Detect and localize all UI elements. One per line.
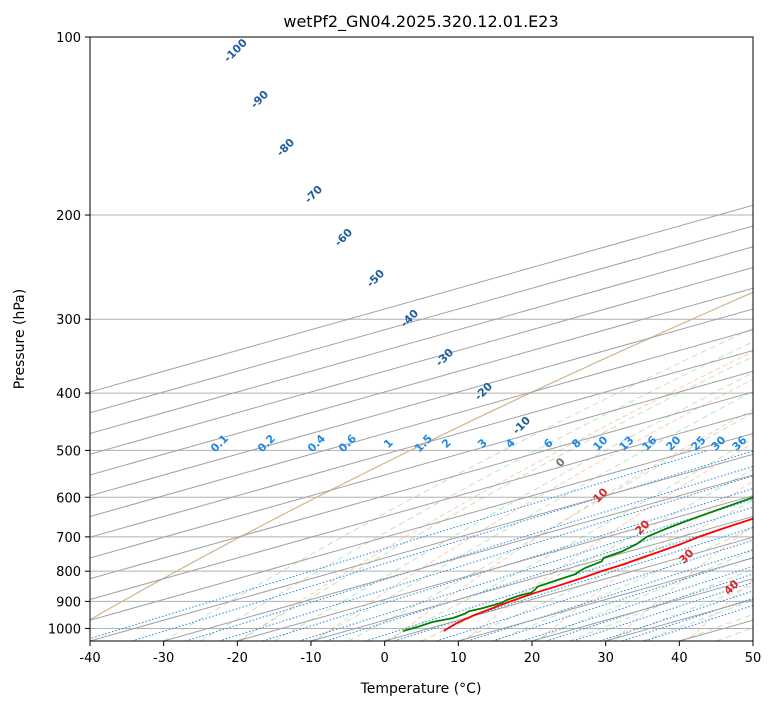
dry-adiabat-label: -60 — [332, 226, 355, 249]
dry-adiabat-label: -40 — [398, 307, 421, 330]
y-tick-label: 300 — [56, 313, 81, 328]
x-axis-label: Temperature (°C) — [360, 681, 482, 697]
y-tick-label: 700 — [56, 531, 81, 546]
moist-adiabat-label: 30 — [677, 546, 697, 566]
mixing-ratio-label: 0.2 — [255, 432, 278, 455]
dry-adiabat — [761, 26, 775, 643]
dry-adiabat-label: -70 — [302, 183, 325, 206]
mixing-ratio-line — [600, 450, 775, 641]
moist-adiabat — [237, 32, 775, 641]
dry-adiabat-label: -20 — [472, 380, 495, 403]
moist-adiabat — [274, 32, 775, 641]
isotherm — [385, 37, 775, 641]
mixing-ratio-label: 0.4 — [305, 432, 328, 455]
y-tick-label: 600 — [56, 491, 81, 506]
moist-adiabat-label: 0 — [553, 455, 568, 470]
mixing-ratio-line — [468, 450, 775, 641]
x-tick-label: 30 — [597, 651, 614, 666]
dry-adiabat-label: -100 — [221, 36, 250, 65]
x-tick-label: 10 — [450, 651, 467, 666]
y-tick-label: 400 — [56, 387, 81, 402]
dry-adiabat-label: -80 — [274, 136, 297, 159]
y-tick-label: 900 — [56, 595, 81, 610]
x-tick-label: -10 — [300, 651, 321, 666]
dry-adiabat-label: -50 — [364, 267, 387, 290]
dry-adiabat — [611, 26, 775, 643]
mixing-ratio-label: 2 — [439, 436, 454, 451]
y-tick-label: 1000 — [48, 622, 81, 637]
y-axis-label: Pressure (hPa) — [12, 289, 28, 389]
dry-adiabat — [461, 26, 775, 643]
moist-adiabat — [679, 32, 775, 641]
x-tick-label: -20 — [227, 651, 248, 666]
mixing-ratio-label: 1.5 — [412, 432, 435, 455]
mixing-ratio-line — [622, 450, 775, 641]
y-tick-label: 500 — [56, 444, 81, 459]
moist-adiabat — [716, 32, 775, 641]
moist-adiabat — [753, 32, 775, 641]
mixing-ratio-label: 0.1 — [208, 432, 231, 455]
x-tick-label: 20 — [524, 651, 541, 666]
x-tick-label: 0 — [381, 651, 389, 666]
dry-adiabat-label: -30 — [433, 346, 456, 369]
moist-adiabat-label: 20 — [633, 517, 653, 537]
y-tick-label: 100 — [56, 31, 81, 46]
mixing-ratio-line — [219, 450, 775, 641]
isotherm — [458, 37, 775, 641]
dry-adiabat — [236, 26, 775, 643]
mixing-ratio-label: 0.6 — [336, 432, 359, 455]
dry-adiabat — [386, 26, 775, 643]
y-tick-label: 800 — [56, 565, 81, 580]
moist-adiabat — [385, 32, 775, 641]
x-tick-label: 40 — [671, 651, 688, 666]
isotherm — [753, 37, 775, 641]
x-tick-label: 50 — [745, 651, 762, 666]
moist-adiabat-label: 40 — [722, 577, 742, 597]
moist-adiabat — [569, 32, 775, 641]
dry-adiabat-label: -90 — [248, 88, 271, 111]
dry-adiabat — [686, 26, 775, 643]
x-tick-label: -30 — [153, 651, 174, 666]
isotherm — [90, 37, 775, 641]
chart-title: wetPf2_GN04.2025.320.12.01.E23 — [283, 12, 558, 32]
temperature-profile-line — [444, 37, 775, 631]
isotherm — [0, 37, 775, 641]
mixing-ratio-label: 1 — [381, 436, 396, 451]
y-tick-label: 200 — [56, 209, 81, 224]
isotherm — [237, 37, 775, 641]
x-tick-label: -40 — [79, 651, 100, 666]
isotherm — [679, 37, 775, 641]
